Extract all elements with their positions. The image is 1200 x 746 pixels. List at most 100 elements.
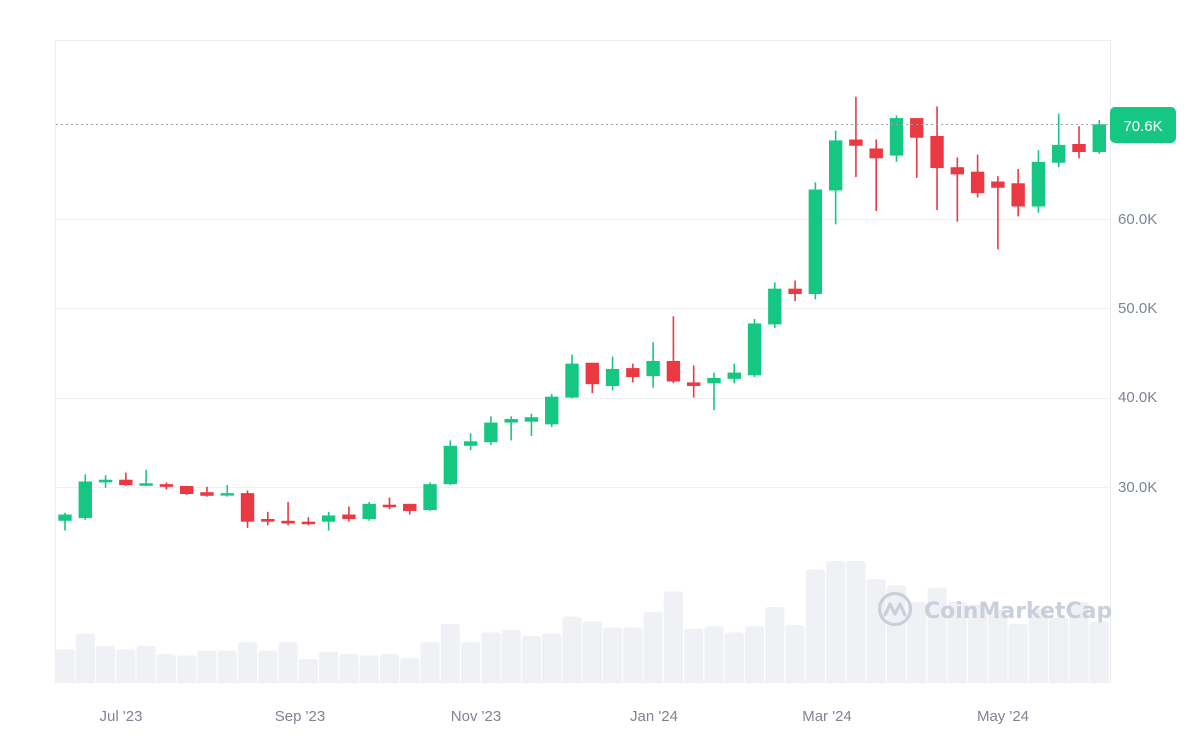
candle-down[interactable] [403,503,417,515]
volume-bar [1069,602,1089,682]
candle-down[interactable] [301,517,316,526]
candle-body [139,483,153,486]
volume-bar [521,636,542,682]
volume-bar [947,602,967,682]
candle-up[interactable] [646,342,660,388]
y-tick-label: 60.0K [1118,211,1157,228]
candle-down[interactable] [281,502,295,526]
candle-body [707,377,721,384]
volume-bar [562,616,582,682]
volume-bar [968,604,988,682]
candle-up[interactable] [58,512,72,531]
candle-body [200,492,214,496]
volume-bar [420,642,440,682]
candle-up[interactable] [78,474,92,520]
candle-down[interactable] [626,363,640,383]
volume-bar [440,623,460,682]
candle-body [727,372,741,379]
volume-bar [359,655,379,682]
candle-down[interactable] [342,506,356,522]
candle-down[interactable] [849,96,863,178]
candle-up[interactable] [828,130,843,225]
candle-down[interactable] [200,486,214,497]
candle-up[interactable] [524,413,539,436]
candle-body [646,360,660,377]
candle-up[interactable] [423,482,437,511]
volume-bar [602,627,623,682]
candle-body [747,323,762,376]
candle-down[interactable] [159,482,174,490]
candle-up[interactable] [605,356,620,391]
candle-up[interactable] [747,319,762,378]
volume-bar [907,602,927,682]
candle-up[interactable] [139,469,153,486]
y-tick-label: 40.0K [1118,389,1157,406]
candle-down[interactable] [686,365,701,398]
volume-bar [724,632,744,682]
x-tick-label: Jan '24 [630,708,678,725]
candle-down[interactable] [382,497,397,510]
volume-bar [217,650,237,682]
candle-down[interactable] [910,118,924,178]
current-price-badge: 70.6K [1110,107,1176,143]
candle-body [889,118,904,156]
candle-body [240,493,255,522]
candle-body [382,504,397,508]
volume-bar [582,621,602,682]
candle-body [504,419,518,423]
y-axis: 60.0K 50.0K 40.0K 30.0K [1118,211,1157,496]
volume-bar [704,626,724,682]
candle-up[interactable] [545,394,559,428]
candle-body [1052,144,1066,163]
candle-down[interactable] [991,176,1005,250]
volume-bar [481,632,501,682]
candle-up[interactable] [1031,150,1046,213]
candle-body [220,493,234,496]
candle-up[interactable] [1092,119,1106,154]
volume-bar [542,633,562,682]
candle-down[interactable] [970,154,985,198]
candle-up[interactable] [565,354,579,399]
candle-down[interactable] [261,511,275,526]
candle-body [828,140,843,191]
candle-up[interactable] [463,433,478,451]
candle-body [1092,124,1106,153]
candle-body [545,396,559,425]
x-tick-label: Nov '23 [451,708,501,725]
candle-down[interactable] [666,316,681,384]
candle-body [970,171,985,194]
candle-up[interactable] [889,115,904,162]
candle-up[interactable] [484,416,498,445]
volume-bar [156,654,176,682]
candle-up[interactable] [808,182,823,300]
candle-up[interactable] [321,511,336,531]
candle-down[interactable] [119,472,133,486]
candle-down[interactable] [179,485,194,495]
candle-up[interactable] [768,282,782,328]
candle-up[interactable] [1052,113,1066,168]
x-axis: Jul '23 Sep '23 Nov '23 Jan '24 Mar '24 … [100,708,1029,725]
candle-down[interactable] [585,362,599,394]
candle-down[interactable] [240,490,255,528]
candle-body [666,360,681,382]
candle-down[interactable] [1072,126,1086,159]
candle-down[interactable] [930,106,944,211]
candle-body [159,484,174,487]
candle-body [281,520,295,524]
candle-up[interactable] [504,416,518,441]
candles [58,96,1106,531]
candle-down[interactable] [1011,169,1025,217]
volume-bar [1049,617,1069,682]
candle-up[interactable] [362,502,376,521]
candle-down[interactable] [788,280,802,302]
candle-up[interactable] [220,485,234,497]
candle-up[interactable] [98,475,113,488]
volume-bar [988,609,1008,682]
candle-down[interactable] [869,139,883,211]
candle-up[interactable] [727,363,741,384]
candle-up[interactable] [443,440,458,486]
candle-up[interactable] [707,372,721,411]
candle-down[interactable] [950,157,965,222]
